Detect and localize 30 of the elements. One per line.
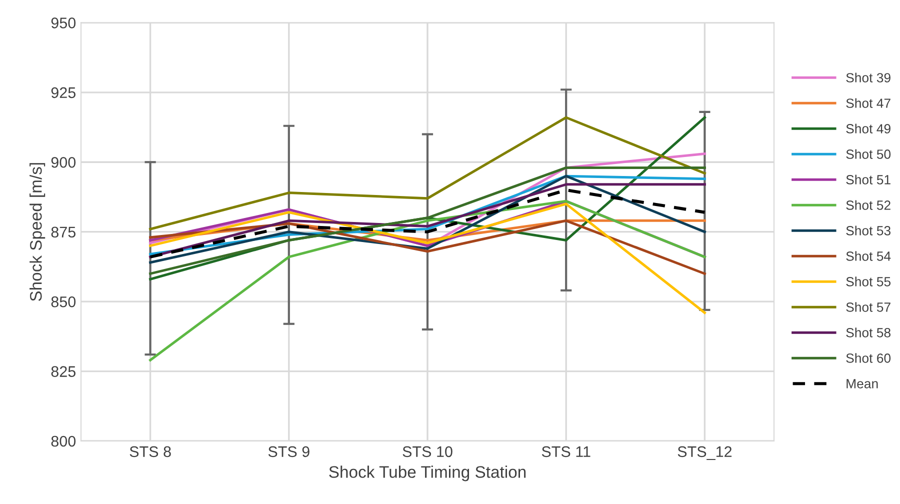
x-tick-label: STS 8 bbox=[130, 446, 171, 458]
line-series bbox=[149, 116, 706, 230]
legend-label: Shot 39 bbox=[846, 72, 890, 82]
legend-label: Shot 51 bbox=[846, 174, 890, 184]
legend-label: Shot 50 bbox=[846, 149, 891, 159]
legend-label: Shot 60 bbox=[846, 353, 891, 363]
legend-label: Shot 58 bbox=[846, 328, 890, 338]
y-tick-label: 950 bbox=[51, 18, 76, 28]
y-axis-title: Shock Speed [m/s] bbox=[30, 163, 46, 302]
x-tick-label: STS 11 bbox=[542, 446, 590, 458]
y-tick-label: 825 bbox=[51, 366, 76, 377]
y-tick-label: 800 bbox=[51, 436, 76, 447]
line-series bbox=[149, 202, 706, 314]
x-axis-title: Shock Tube Timing Station bbox=[329, 466, 526, 482]
x-tick-label: STS 10 bbox=[402, 446, 452, 458]
legend-label: Shot 55 bbox=[846, 276, 891, 286]
y-tick-label: 925 bbox=[51, 87, 76, 98]
y-tick-label: 900 bbox=[51, 156, 76, 168]
line-series bbox=[149, 166, 706, 275]
legend-label: Shot 53 bbox=[846, 226, 890, 236]
legend-label: Shot 49 bbox=[846, 124, 890, 134]
legend-label: Shot 52 bbox=[846, 200, 890, 210]
legend-label: Shot 47 bbox=[846, 98, 890, 108]
y-tick-label: 850 bbox=[51, 296, 76, 308]
legend-label: Mean bbox=[846, 379, 878, 388]
legend-label: Shot 54 bbox=[846, 251, 891, 261]
x-tick-label: STS 9 bbox=[268, 446, 310, 458]
x-tick-label: STS_12 bbox=[678, 446, 732, 460]
legend-label: Shot 57 bbox=[846, 302, 890, 312]
y-tick-label: 875 bbox=[51, 226, 76, 238]
